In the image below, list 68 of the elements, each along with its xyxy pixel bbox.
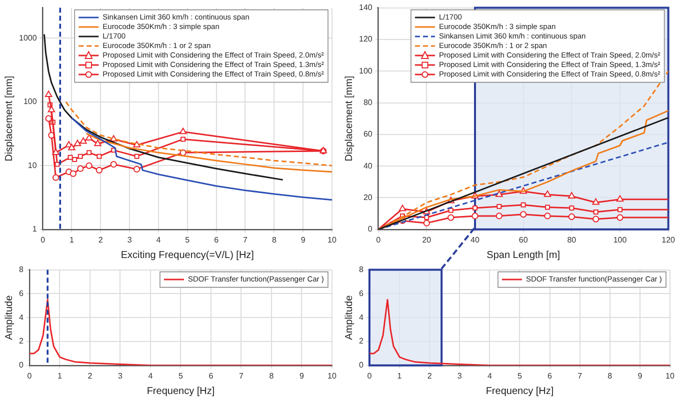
y-tick-label: 140: [358, 3, 373, 12]
x-tick-label: 10: [328, 371, 337, 380]
x-tick-label: 120: [662, 235, 676, 244]
x-axis-title: Frequency [Hz]: [486, 386, 554, 397]
x-tick-label: 7: [578, 371, 583, 380]
y-tick-label: 60: [363, 130, 373, 139]
y-axis-title: Displacement [mm]: [4, 76, 15, 162]
x-tick-label: 2: [427, 371, 432, 380]
x-tick-label: 10: [666, 371, 675, 380]
y-tick-label: 4: [358, 312, 364, 322]
x-tick-label: 0: [40, 235, 46, 244]
x-tick-label: 4: [487, 371, 492, 380]
y-tick-label: 100: [358, 66, 373, 76]
y-tick-label: 10: [28, 160, 38, 170]
y-tick-label: 80: [363, 98, 373, 107]
x-tick-label: 2: [98, 235, 104, 244]
y-tick-label: 8: [18, 265, 24, 274]
y-axis-title: Displacement [mm]: [344, 76, 355, 162]
x-tick-label: 7: [243, 235, 248, 244]
y-tick-label: 6: [358, 288, 364, 298]
y-tick-label: 2: [358, 336, 364, 346]
x-tick-label: 9: [300, 371, 305, 380]
x-tick-label: 3: [457, 371, 462, 380]
y-tick-label: 0: [358, 360, 364, 370]
y-tick-label: 2: [18, 336, 24, 346]
x-tick-label: 7: [239, 371, 244, 380]
x-tick-label: 4: [156, 235, 162, 244]
y-axis-title: Amplitude: [4, 294, 15, 340]
y-tick-label: 0: [368, 224, 373, 234]
x-tick-label: 0: [376, 235, 382, 244]
x-tick-label: 8: [608, 371, 613, 380]
x-tick-label: 8: [269, 371, 274, 380]
x-tick-label: 9: [638, 371, 643, 380]
x-tick-label: 1: [57, 371, 62, 380]
y-axis-title: Amplitude: [344, 294, 355, 340]
y-tick-label: 20: [363, 192, 373, 202]
x-tick-label: 100: [613, 235, 628, 244]
y-tick-label: 120: [358, 34, 373, 44]
x-tick-label: 6: [208, 371, 214, 380]
x-tick-label: 3: [118, 371, 123, 380]
x-tick-label: 1: [69, 235, 74, 244]
x-tick-label: 6: [548, 371, 553, 380]
x-tick-label: 80: [567, 235, 577, 244]
x-tick-label: 8: [272, 235, 277, 244]
x-tick-label: 6: [214, 235, 220, 244]
x-tick-label: 10: [328, 235, 337, 244]
y-tick-label: 1: [32, 224, 38, 234]
x-tick-label: 2: [88, 371, 93, 380]
y-tick-label: 0: [18, 360, 24, 370]
y-tick-label: 100: [23, 97, 38, 106]
x-tick-label: 3: [127, 235, 132, 244]
x-axis-title: Frequency [Hz]: [146, 386, 215, 397]
x-tick-label: 5: [178, 371, 184, 380]
y-tick-label: 40: [363, 161, 373, 170]
x-tick-label: 1: [397, 371, 402, 380]
x-tick-label: 9: [300, 235, 306, 244]
x-tick-label: 60: [518, 235, 528, 244]
y-tick-label: 8: [358, 265, 364, 274]
x-tick-label: 40: [470, 235, 480, 244]
x-axis-title: Span Length [m]: [486, 250, 560, 261]
x-tick-label: 5: [185, 235, 190, 244]
y-tick-label: 1000: [19, 33, 38, 42]
x-tick-label: 5: [518, 371, 522, 380]
x-tick-label: 4: [148, 371, 154, 380]
y-tick-label: 4: [18, 312, 24, 322]
x-tick-label: 20: [422, 235, 432, 244]
y-tick-label: 6: [18, 288, 24, 298]
x-axis-title: Exciting Frequency(=V/L) [Hz]: [120, 250, 254, 261]
